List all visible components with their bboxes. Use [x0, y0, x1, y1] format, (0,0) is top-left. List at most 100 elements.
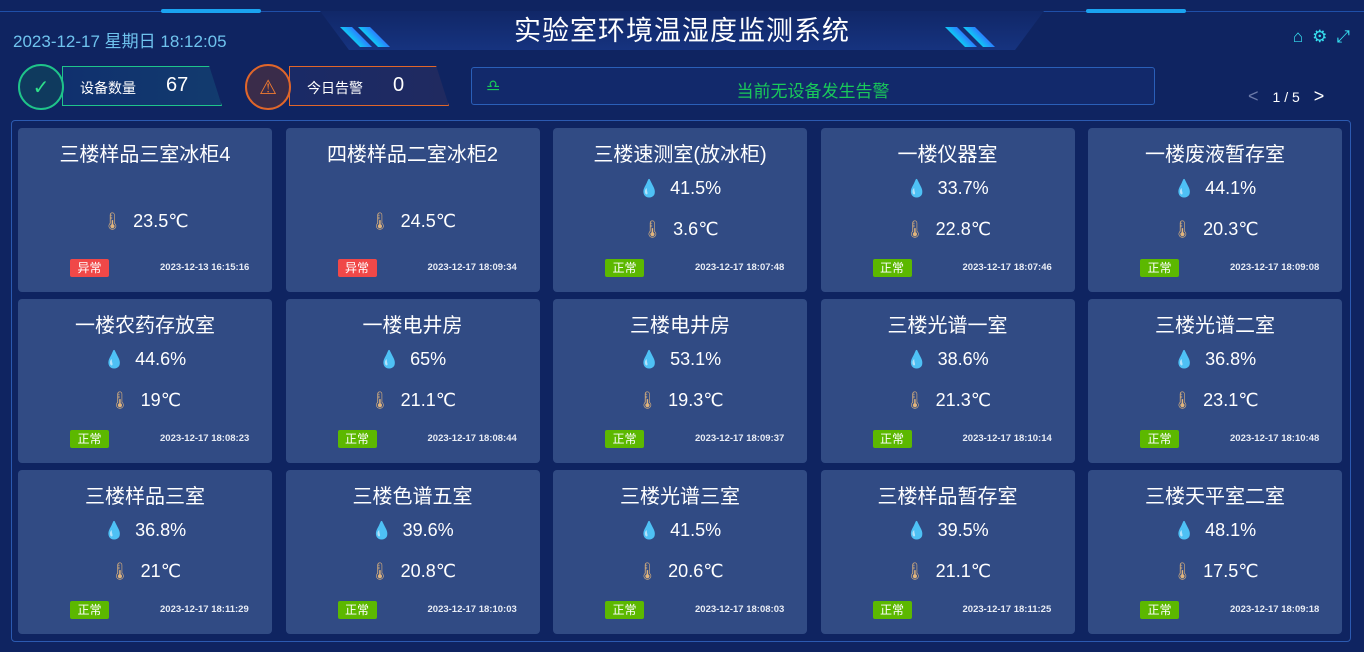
alarm-count-stat: ⚠ 今日告警 0	[245, 64, 450, 110]
humidity-value: 39.5%	[937, 520, 989, 540]
status-badge: 正常	[337, 601, 377, 619]
temperature-value: 23.1℃	[1203, 390, 1259, 410]
status-badge: 正常	[70, 601, 109, 619]
device-card[interactable]: 一楼仪器室 💧 33.7% 🌡 22.8℃ 正常 2023-12-17 18:07:…	[820, 128, 1075, 292]
device-name: 三楼光谱二室	[1155, 315, 1275, 337]
status-badge: 正常	[605, 259, 644, 277]
device-card[interactable]: 三楼样品暂存室 💧 39.5% 🌡 21.1℃ 正常 2023-12-17 18:1…	[820, 470, 1075, 634]
next-page-button[interactable]: >	[1313, 86, 1325, 106]
update-time: 2023-12-17 18:07:46	[962, 262, 1052, 273]
status-badge: 正常	[605, 601, 644, 619]
temperature-value: 21.1℃	[935, 561, 991, 581]
prev-page-button[interactable]: <	[1248, 86, 1259, 106]
humidity-value: 36.8%	[135, 520, 187, 540]
status-badge: 异常	[337, 259, 377, 277]
device-card[interactable]: 一楼农药存放室 💧 44.6% 🌡 19℃ 正常 2023-12-17 18:08:…	[18, 299, 272, 463]
update-time: 2023-12-17 18:08:03	[695, 604, 785, 615]
page-indicator: 1 / 5	[1272, 88, 1300, 105]
device-panel	[11, 120, 1351, 642]
humidity-value: 44.1%	[1205, 178, 1257, 198]
alert-banner: ♎ 当前无设备发生告警	[471, 67, 1155, 105]
humidity-icon: 💧	[638, 178, 661, 198]
device-card[interactable]: 三楼光谱二室 💧 36.8% 🌡 23.1℃ 正常 2023-12-17 18:10…	[1088, 299, 1342, 463]
check-cycle-icon: ✓	[18, 64, 64, 110]
device-card[interactable]: 三楼速测室(放冰柜) 💧 41.5% 🌡 3.6℃ 正常 2023-12-17 18…	[553, 128, 807, 292]
temperature-value: 20.3℃	[1203, 219, 1259, 239]
device-card[interactable]: 三楼天平室二室 💧 48.1% 🌡 17.5℃ 正常 2023-12-17 18:0…	[1088, 470, 1342, 634]
device-card[interactable]: 三楼光谱一室 💧 38.6% 🌡 21.3℃ 正常 2023-12-17 18:10…	[820, 299, 1075, 463]
humidity-icon: 💧	[638, 520, 661, 540]
temperature-value: 3.6℃	[673, 219, 719, 239]
thermometer-icon: 🌡	[369, 390, 391, 410]
fullscreen-icon[interactable]: ⤢	[1336, 27, 1350, 46]
humidity-icon: 💧	[371, 520, 393, 540]
update-time: 2023-12-17 18:10:48	[1230, 433, 1320, 444]
temperature-value: 21.1℃	[400, 390, 456, 410]
humidity-value: 33.7%	[937, 178, 989, 198]
device-name: 三楼样品三室冰柜4	[59, 144, 231, 166]
humidity-icon: 💧	[1173, 349, 1196, 369]
title-background	[320, 11, 1044, 50]
humidity-value: 53.1%	[670, 349, 722, 369]
alarm-count-value: 0	[393, 74, 405, 96]
update-time: 2023-12-17 18:11:25	[962, 604, 1052, 615]
device-name: 三楼电井房	[630, 315, 730, 337]
device-card[interactable]: 三楼光谱三室 💧 41.5% 🌡 20.6℃ 正常 2023-12-17 18:08…	[553, 470, 807, 634]
update-time: 2023-12-17 18:11:29	[160, 604, 249, 615]
update-time: 2023-12-13 16:15:16	[160, 262, 250, 273]
device-count-label: 设备数量	[80, 80, 136, 96]
status-badge: 正常	[872, 259, 912, 277]
thermometer-icon: 🌡	[904, 219, 926, 239]
humidity-value: 65%	[410, 349, 447, 369]
update-time: 2023-12-17 18:07:48	[695, 262, 785, 273]
header-accent	[161, 9, 261, 13]
thermometer-icon: 🌡	[641, 219, 664, 239]
thermometer-icon: 🌡	[904, 390, 926, 410]
temperature-value: 22.8℃	[935, 219, 991, 239]
humidity-icon: 💧	[103, 520, 126, 540]
device-card[interactable]: 三楼样品三室冰柜4 🌡 23.5℃ 异常 2023-12-13 16:15:16	[18, 128, 272, 292]
temperature-value: 23.5℃	[133, 211, 189, 231]
alarm-count-label: 今日告警	[307, 80, 363, 96]
thermometer-icon: 🌡	[636, 561, 659, 581]
temperature-value: 17.5℃	[1203, 561, 1259, 581]
home-icon[interactable]: ⌂	[1292, 27, 1304, 46]
update-time: 2023-12-17 18:08:23	[160, 433, 250, 444]
temperature-value: 19.3℃	[668, 390, 724, 410]
device-name: 一楼电井房	[362, 315, 463, 337]
device-name: 三楼光谱三室	[620, 486, 740, 508]
thermometer-icon: 🌡	[1171, 219, 1194, 239]
humidity-icon: 💧	[378, 349, 401, 369]
temperature-value: 21℃	[140, 561, 181, 581]
device-card[interactable]: 一楼电井房 💧 65% 🌡 21.1℃ 正常 2023-12-17 18:08:44	[285, 299, 540, 463]
device-name: 一楼废液暂存室	[1145, 144, 1285, 166]
device-card[interactable]: 三楼电井房 💧 53.1% 🌡 19.3℃ 正常 2023-12-17 18:09:…	[553, 299, 807, 463]
temperature-value: 21.3℃	[935, 390, 991, 410]
device-card[interactable]: 四楼样品二室冰柜2 🌡 24.5℃ 异常 2023-12-17 18:09:34	[285, 128, 540, 292]
header-accent	[1086, 9, 1186, 13]
device-name: 三楼天平室二室	[1145, 486, 1285, 508]
device-name: 三楼速测室(放冰柜)	[593, 144, 767, 166]
device-card[interactable]: 三楼样品三室 💧 36.8% 🌡 21℃ 正常 2023-12-17 18:11:2…	[18, 470, 272, 634]
humidity-icon: 💧	[906, 178, 928, 198]
humidity-value: 39.6%	[402, 520, 454, 540]
thermometer-icon: 🌡	[904, 561, 926, 581]
device-card[interactable]: 一楼废液暂存室 💧 44.1% 🌡 20.3℃ 正常 2023-12-17 18:0…	[1088, 128, 1342, 292]
temperature-value: 19℃	[140, 390, 181, 410]
temperature-value: 20.8℃	[400, 561, 456, 581]
device-name: 三楼样品三室	[85, 486, 205, 508]
thermometer-icon: 🌡	[101, 211, 124, 231]
humidity-icon: 💧	[1173, 520, 1196, 540]
humidity-icon: 💧	[906, 349, 928, 369]
thermometer-icon: 🌡	[1171, 561, 1194, 581]
humidity-value: 38.6%	[937, 349, 989, 369]
device-card[interactable]: 三楼色谱五室 💧 39.6% 🌡 20.8℃ 正常 2023-12-17 18:10…	[285, 470, 540, 634]
humidity-value: 36.8%	[1205, 349, 1257, 369]
device-name: 四楼样品二室冰柜2	[326, 144, 499, 166]
update-time: 2023-12-17 18:08:44	[427, 433, 517, 444]
status-badge: 正常	[1140, 259, 1179, 277]
humidity-icon: 💧	[1173, 178, 1196, 198]
pagination: < 1 / 5 >	[1248, 86, 1324, 107]
gear-icon[interactable]: ⚙	[1312, 27, 1328, 46]
humidity-value: 44.6%	[135, 349, 187, 369]
